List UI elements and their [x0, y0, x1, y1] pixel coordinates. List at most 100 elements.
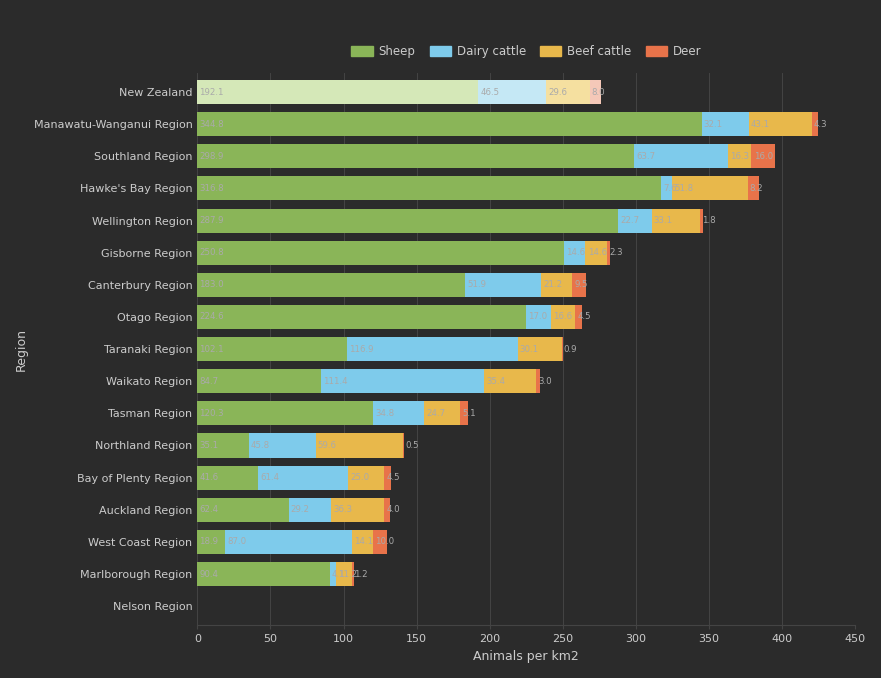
Text: 7.6: 7.6: [663, 184, 677, 193]
Text: 0.9: 0.9: [564, 344, 577, 354]
Bar: [384, 466, 391, 490]
Text: 16.0: 16.0: [753, 152, 773, 161]
Text: 46.5: 46.5: [480, 87, 500, 96]
Bar: [384, 498, 390, 522]
Bar: [661, 176, 671, 201]
Text: 4.5: 4.5: [387, 473, 400, 482]
Text: 63.7: 63.7: [637, 152, 655, 161]
Bar: [329, 562, 336, 586]
Text: 34.8: 34.8: [375, 409, 395, 418]
Bar: [197, 112, 701, 136]
Text: 250.8: 250.8: [199, 248, 224, 257]
Text: 2.3: 2.3: [609, 248, 623, 257]
Text: 84.7: 84.7: [199, 377, 218, 386]
Bar: [374, 401, 424, 425]
Text: 51.9: 51.9: [467, 280, 486, 290]
Bar: [197, 530, 225, 554]
Bar: [561, 337, 563, 361]
Text: 10.0: 10.0: [375, 538, 394, 546]
Bar: [315, 433, 403, 458]
Text: 287.9: 287.9: [199, 216, 224, 225]
Text: 59.6: 59.6: [318, 441, 337, 450]
Bar: [258, 466, 348, 490]
Bar: [536, 369, 540, 393]
Bar: [197, 401, 374, 425]
Bar: [618, 209, 652, 233]
Bar: [460, 401, 468, 425]
Bar: [586, 241, 607, 264]
Text: 4.1: 4.1: [332, 570, 345, 578]
Bar: [465, 273, 541, 297]
Text: 35.1: 35.1: [199, 441, 218, 450]
Text: 29.2: 29.2: [291, 505, 310, 514]
Text: 45.8: 45.8: [251, 441, 270, 450]
Bar: [749, 112, 811, 136]
Y-axis label: Region: Region: [15, 327, 28, 371]
Bar: [700, 209, 703, 233]
Text: 30.1: 30.1: [520, 344, 539, 354]
Text: 33.1: 33.1: [654, 216, 673, 225]
Text: 9.5: 9.5: [574, 280, 588, 290]
Text: 62.4: 62.4: [199, 505, 218, 514]
Bar: [197, 209, 618, 233]
Bar: [607, 241, 611, 264]
Text: 298.9: 298.9: [199, 152, 224, 161]
Bar: [336, 562, 352, 586]
Bar: [197, 241, 564, 264]
Text: 41.6: 41.6: [199, 473, 218, 482]
Text: 16.6: 16.6: [553, 313, 572, 321]
Text: 16.3: 16.3: [729, 152, 749, 161]
Text: 51.8: 51.8: [674, 184, 693, 193]
Bar: [352, 530, 373, 554]
Text: 11.2: 11.2: [337, 570, 357, 578]
Text: 4.5: 4.5: [577, 313, 591, 321]
Legend: Sheep, Dairy cattle, Beef cattle, Deer: Sheep, Dairy cattle, Beef cattle, Deer: [346, 40, 707, 62]
Bar: [652, 209, 700, 233]
Bar: [348, 466, 384, 490]
Text: 183.0: 183.0: [199, 280, 224, 290]
Bar: [197, 369, 322, 393]
Bar: [197, 144, 634, 168]
Bar: [197, 337, 346, 361]
Text: 4.3: 4.3: [814, 120, 827, 129]
Text: 344.8: 344.8: [199, 120, 224, 129]
Text: 0.5: 0.5: [405, 441, 418, 450]
Text: 90.4: 90.4: [199, 570, 218, 578]
Bar: [197, 273, 465, 297]
Text: 18.9: 18.9: [199, 538, 218, 546]
Bar: [197, 562, 329, 586]
Bar: [197, 498, 289, 522]
Bar: [811, 112, 818, 136]
Text: 1.2: 1.2: [354, 570, 367, 578]
Bar: [197, 176, 661, 201]
Text: 36.3: 36.3: [333, 505, 352, 514]
Text: 8.2: 8.2: [750, 184, 763, 193]
Bar: [346, 337, 518, 361]
Text: 120.3: 120.3: [199, 409, 224, 418]
Bar: [197, 305, 526, 329]
Text: 116.9: 116.9: [349, 344, 374, 354]
Bar: [589, 80, 601, 104]
Bar: [424, 401, 460, 425]
Bar: [352, 562, 353, 586]
Text: 14.1: 14.1: [354, 538, 374, 546]
Bar: [701, 112, 749, 136]
Text: 21.2: 21.2: [543, 280, 562, 290]
Text: 24.7: 24.7: [426, 409, 446, 418]
Text: 22.7: 22.7: [620, 216, 640, 225]
Bar: [322, 369, 484, 393]
Text: 3.0: 3.0: [538, 377, 552, 386]
Text: 32.1: 32.1: [704, 120, 723, 129]
Text: 35.4: 35.4: [486, 377, 506, 386]
Bar: [572, 273, 586, 297]
Text: 8.0: 8.0: [592, 87, 605, 96]
Bar: [197, 466, 258, 490]
Text: 14.6: 14.6: [566, 248, 585, 257]
Bar: [751, 144, 775, 168]
Text: 25.0: 25.0: [350, 473, 369, 482]
Bar: [331, 498, 384, 522]
Bar: [747, 176, 759, 201]
Text: 87.0: 87.0: [227, 538, 247, 546]
Bar: [225, 530, 352, 554]
Text: 5.1: 5.1: [463, 409, 476, 418]
